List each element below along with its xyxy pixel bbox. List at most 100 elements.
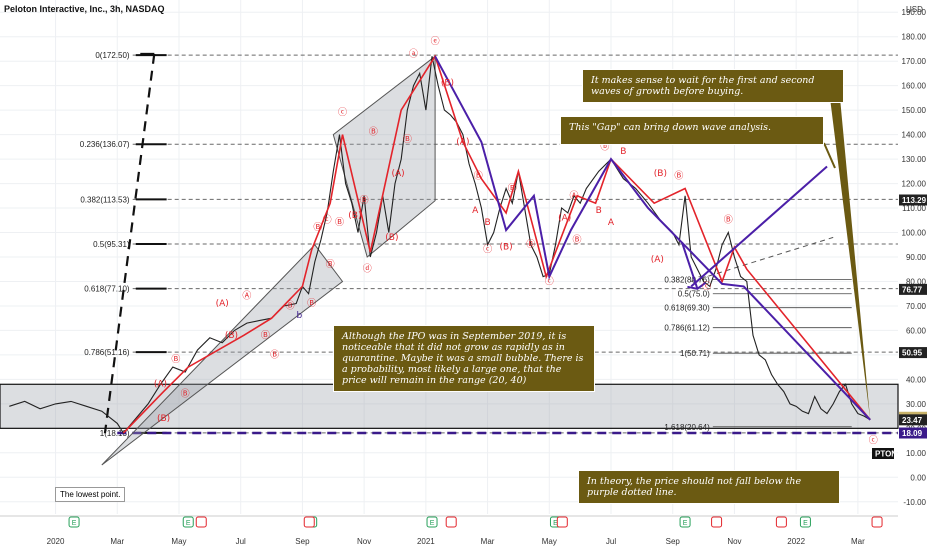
wave-label: Ⓑ (674, 171, 683, 182)
wave-label: Ⓐ (569, 190, 578, 201)
wave-label: (B) (348, 211, 361, 221)
wave-label: ⓓ (363, 264, 372, 275)
wave-label: Ⓐ (242, 291, 251, 302)
x-tick-label: Mar (851, 537, 865, 546)
price-tag: 50.95 (902, 349, 923, 358)
wave-label: ⓒ (483, 244, 492, 255)
y-tick-label: 30.00 (906, 400, 927, 409)
earnings-marker: E (426, 516, 438, 528)
top-pointer (830, 98, 871, 420)
x-tick-label: Sep (666, 537, 681, 546)
wave-label: B (620, 147, 626, 157)
wave-label: ⓔ (431, 36, 440, 47)
earnings-marker: E (68, 516, 80, 528)
wave-label: (B) (157, 414, 170, 424)
x-tick-label: Mar (110, 537, 124, 546)
y-tick-label: 190.00 (902, 8, 927, 17)
fib-label-right: 1(50.71) (680, 349, 710, 358)
wave-label: Ⓑ (403, 134, 412, 145)
note-top: It makes sense to wait for the first and… (582, 69, 844, 103)
fib-label: 0(172.50) (95, 51, 130, 60)
wave-label: Ⓑ (261, 330, 270, 341)
wave-label: ⓑ (600, 141, 609, 152)
wave-label: A (608, 218, 615, 228)
y-tick-label: 120.00 (902, 180, 927, 189)
earnings-icon (195, 516, 207, 528)
earnings-marker-red (711, 516, 723, 528)
wave-label: (B) (499, 243, 512, 253)
x-tick-label: 2020 (47, 537, 65, 546)
fib-label: 1(18.13) (100, 429, 130, 438)
chart-title: Peloton Interactive, Inc., 3h, NASDAQ (4, 4, 165, 14)
y-tick-label: 100.00 (902, 229, 927, 238)
earnings-marker-red (556, 516, 568, 528)
wave-label: Ⓑ (270, 349, 279, 360)
x-tick-label: 2022 (787, 537, 805, 546)
gap-pointer (823, 142, 836, 169)
note-middle: Although the IPO was in September 2019, … (333, 325, 595, 392)
wave-label: (B) (385, 233, 398, 243)
price-tag-bg (899, 427, 927, 439)
fib-label: 0.618(77.10) (84, 285, 130, 294)
y-tick-label: 140.00 (902, 131, 927, 140)
earnings-icon (68, 516, 80, 528)
earnings-marker-red (871, 516, 883, 528)
wave-label: Ⓑ (369, 127, 378, 138)
wave-label: B (484, 218, 490, 228)
fib-label-right: 0.382(80.76) (664, 276, 710, 285)
price-tag: 18.09 (902, 429, 923, 438)
purple-wave (434, 55, 871, 421)
wave-label: Ⓑ (171, 354, 180, 365)
wave-label: Ⓑ (181, 389, 190, 400)
wave-label: Ⓑ (286, 300, 295, 311)
y-tick-label: 60.00 (906, 326, 927, 335)
wave-lines (122, 54, 871, 434)
wave-label: (A) (216, 299, 229, 309)
y-tick-label: 110.00 (902, 204, 926, 213)
price-tag-bg (899, 347, 927, 359)
note-gap: This "Gap" can bring down wave analysis. (560, 116, 824, 145)
wave-label: A (472, 206, 479, 216)
earnings-icon (426, 516, 438, 528)
x-tick-label: Jul (606, 537, 616, 546)
wave-label: Ⓑ (508, 183, 517, 194)
earnings-marker-red (195, 516, 207, 528)
wave-label: ⓐ (409, 48, 418, 59)
fib-label-right: 0.786(61.12) (664, 324, 710, 333)
earnings-icon-label: E (72, 520, 77, 527)
y-tick-label: 150.00 (902, 106, 927, 115)
price-line (9, 56, 871, 434)
y-tick-label: 10.00 (906, 449, 927, 458)
fib-label: 0.382(113.53) (80, 195, 130, 204)
wave-label: (A) (651, 255, 664, 265)
y-tick-label: 170.00 (902, 57, 927, 66)
x-tick-label: Jul (236, 537, 246, 546)
wave-label: Ⓑ (573, 234, 582, 245)
earnings-marker-red (303, 516, 315, 528)
wave-shapes (101, 52, 834, 466)
wave-label: ⓒ (323, 215, 332, 226)
purple-arrow-up (690, 165, 828, 288)
earnings-icon (711, 516, 723, 528)
y-tick-label: 80.00 (906, 277, 927, 286)
red-wave (122, 54, 871, 434)
y-tick-label: 180.00 (902, 33, 927, 42)
wave-label: (A) (154, 380, 167, 390)
fib-label-right: 0.5(75.0) (678, 290, 710, 299)
note-lowest: The lowest point. (55, 487, 126, 502)
earnings-icon-label: E (430, 520, 435, 527)
currency-label: USD (906, 5, 923, 14)
fib-levels: 0(172.50) 0.236(136.07) 0.382(113.53) 0.5(9… (80, 51, 898, 438)
note-bottom: In theory, the price should not fall bel… (578, 470, 840, 504)
y-tick-label: 160.00 (902, 82, 927, 91)
price-tag-bg (899, 194, 927, 206)
fib-label-right: 1.618(20.64) (664, 423, 710, 432)
fib-label-right: 0.618(69.30) (664, 304, 710, 313)
wave-label: B (596, 206, 602, 216)
x-tick-label: Nov (357, 537, 371, 546)
wave-label: Ⓑ (326, 259, 335, 270)
y-tick-label: 130.00 (902, 155, 927, 164)
wave-label: (B) (654, 169, 667, 179)
